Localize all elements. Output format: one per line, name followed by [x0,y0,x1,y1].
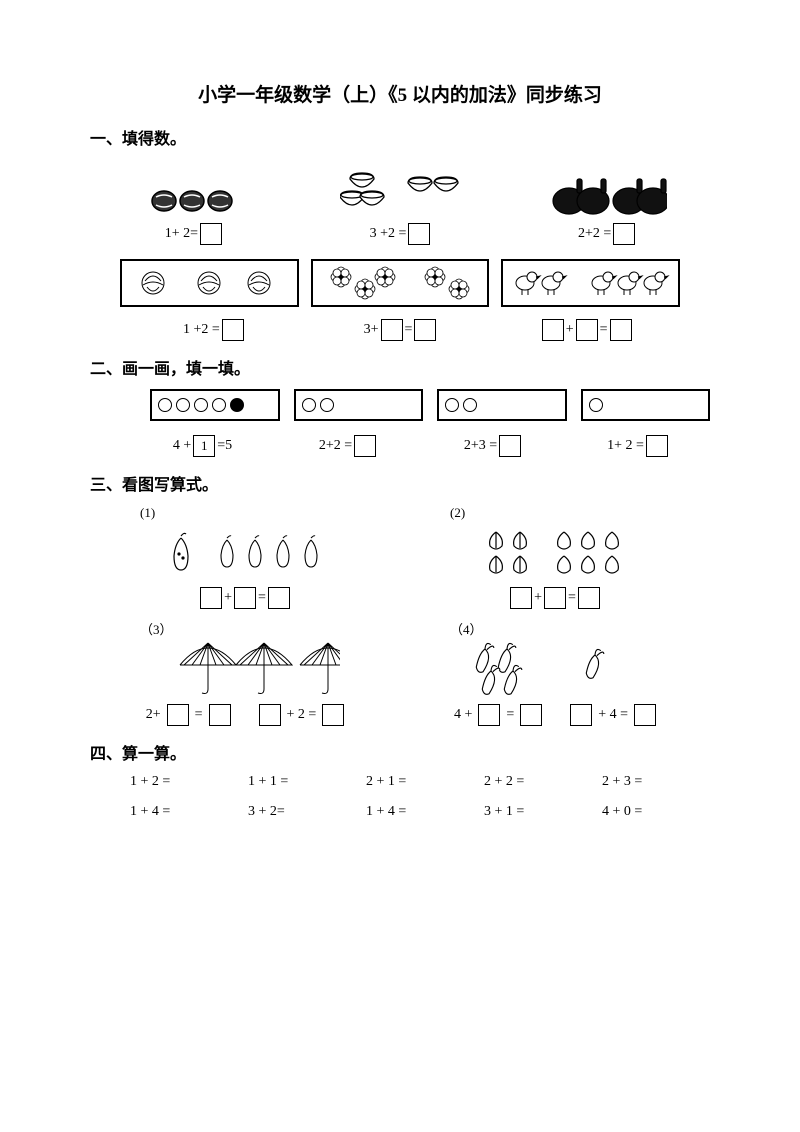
answer-box[interactable]: 1 [193,435,215,457]
answer-box[interactable] [408,223,430,245]
calc-item: 4 + 0 = [602,804,710,820]
draw-box[interactable] [150,389,280,421]
draw-box[interactable] [581,389,711,421]
calc-item: 2 + 1 = [366,774,474,790]
chicks-icon [511,263,671,303]
eq-text: = [258,590,266,606]
s2-boxes [150,389,710,421]
pear-icon [166,530,196,574]
answer-box[interactable] [381,319,403,341]
carrot-icon [465,641,645,697]
calc-item: 1 + 4 = [366,804,474,820]
section-3-heading: 三、看图写算式。 [90,471,710,495]
section-4-heading: 四、算一算。 [90,740,710,764]
eq-text: = [405,322,413,338]
peach-icon [484,528,534,552]
eq-text: 2+2 = [578,226,611,242]
eq-text: = [195,707,203,723]
eq-text: = [568,590,576,606]
calc-item: 1 + 4 = [130,804,238,820]
eq-text: 1+ 2= [165,226,198,242]
calc-item: 2 + 2 = [484,774,592,790]
calc-item: 1 + 2 = [130,774,238,790]
s1-row1: 1+ 2= 3 +2 = [90,167,710,245]
peach-icon [552,528,626,552]
answer-box[interactable] [510,587,532,609]
s2-eqs: 4 +1 =5 2+2 = 2+3 = 1+ 2 = [90,429,710,457]
eq-text: + [534,590,542,606]
s3-row2: （3） 2+ = + 2 = （4） [90,619,710,726]
answer-box[interactable] [167,704,189,726]
s3-row1: (1) + = (2) + = [90,505,710,609]
eq-text: + [224,590,232,606]
eq-text: + 2 = [287,707,317,723]
s4-row1: 1 + 2 = 1 + 1 = 2 + 1 = 2 + 2 = 2 + 3 = [130,774,710,790]
eq-text: 1 +2 = [183,322,220,338]
answer-box[interactable] [200,587,222,609]
eq-text: 3 +2 = [370,226,407,242]
answer-box[interactable] [634,704,656,726]
eq-text: = [600,322,608,338]
eq-text: + [566,322,574,338]
answer-box[interactable] [234,587,256,609]
answer-box[interactable] [613,223,635,245]
answer-box[interactable] [544,587,566,609]
item-label: （3） [140,619,400,638]
eq-text: + 4 = [598,707,628,723]
eq-text: =5 [217,438,232,454]
eq-text: 1+ 2 = [607,438,644,454]
answer-box[interactable] [499,435,521,457]
answer-box[interactable] [646,435,668,457]
flowers-icon [325,263,475,303]
cabbage-icon [139,263,279,303]
s1-row2-img [90,259,710,307]
answer-box[interactable] [322,704,344,726]
answer-box[interactable] [570,704,592,726]
answer-box[interactable] [354,435,376,457]
section-1-heading: 一、填得数。 [90,125,710,149]
calc-item: 2 + 3 = [602,774,710,790]
answer-box[interactable] [222,319,244,341]
calc-item: 3 + 1 = [484,804,592,820]
pear-icon [242,533,268,571]
page-title: 小学一年级数学（上）《5 以内的加法》同步练习 [90,80,710,107]
answer-box[interactable] [200,223,222,245]
answer-box[interactable] [209,704,231,726]
eq-text: 3+ [364,322,379,338]
s4-row2: 1 + 4 = 3 + 2= 1 + 4 = 3 + 1 = 4 + 0 = [130,804,710,820]
umbrella-icon [150,639,340,699]
draw-box[interactable] [294,389,424,421]
bowls-icon [340,167,460,217]
answer-box[interactable] [520,704,542,726]
answer-box[interactable] [542,319,564,341]
item-label: (1) [140,505,400,521]
pear-icon [214,533,240,571]
pear-icon [298,533,324,571]
answer-box[interactable] [610,319,632,341]
answer-box[interactable] [576,319,598,341]
peach-icon [552,552,626,576]
eq-text: 2+ [146,707,161,723]
calc-item: 1 + 1 = [248,774,356,790]
section-2-heading: 二、画一画，填一填。 [90,355,710,379]
draw-box[interactable] [437,389,567,421]
peach-icon [484,552,534,576]
answer-box[interactable] [414,319,436,341]
balls-icon [148,183,238,217]
answer-box[interactable] [478,704,500,726]
paddles-icon [547,173,667,217]
s1-row2-eq: 1 +2 = 3+ = + = [90,313,710,341]
answer-box[interactable] [259,704,281,726]
answer-box[interactable] [268,587,290,609]
item-label: (2) [450,505,710,521]
item-label: （4） [450,619,710,638]
pear-icon [270,533,296,571]
eq-text: = [506,707,514,723]
eq-text: 2+3 = [464,438,497,454]
eq-text: 4 + [454,707,472,723]
calc-item: 3 + 2= [248,804,356,820]
eq-text: 2+2 = [319,438,352,454]
answer-box[interactable] [578,587,600,609]
eq-text: 4 + [173,438,191,454]
